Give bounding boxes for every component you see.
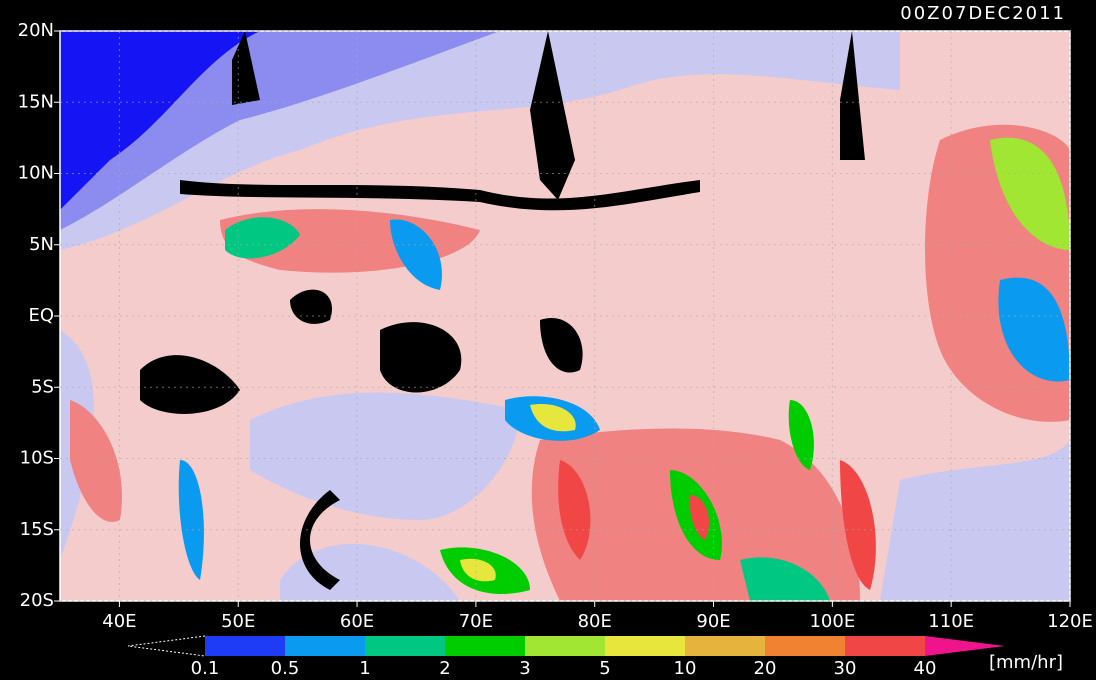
colorbar-label: 0.5 (271, 658, 300, 679)
x-tick-label: 50E (221, 611, 255, 632)
colorbar-label: 1 (359, 658, 370, 679)
colorbar-label: 10 (674, 658, 697, 679)
colorbar-bin (525, 636, 605, 656)
colorbar-label: 3 (519, 658, 530, 679)
colorbar-label: 2 (439, 658, 450, 679)
colorbar-over (925, 636, 1005, 656)
x-tick-label: 110E (928, 611, 974, 632)
x-tick-label: 100E (809, 611, 855, 632)
x-tick-label: 40E (102, 611, 136, 632)
colorbar-label: 0.1 (191, 658, 220, 679)
y-tick-label: 15S (20, 519, 54, 540)
map-title: 00Z07DEC2011 (900, 3, 1066, 24)
x-tick-label: 70E (459, 611, 493, 632)
y-tick-label: 20N (18, 20, 54, 41)
x-tick-label: 60E (340, 611, 374, 632)
colorbar-bin (365, 636, 445, 656)
y-tick-label: EQ (28, 305, 54, 326)
y-tick-label: 15N (18, 91, 54, 112)
colorbar-bin (205, 636, 285, 656)
colorbar-label: 5 (599, 658, 610, 679)
y-tick-label: 10S (20, 448, 54, 469)
y-tick-label: 20S (20, 590, 54, 611)
colorbar-label: 30 (834, 658, 857, 679)
colorbar-bin (765, 636, 845, 656)
colorbar-bin (285, 636, 365, 656)
colorbar-bin (605, 636, 685, 656)
y-tick-label: 10N (18, 163, 54, 184)
y-tick-label: 5N (29, 234, 54, 255)
colorbar-bin (685, 636, 765, 656)
colorbar-label: 20 (754, 658, 777, 679)
x-tick-label: 80E (578, 611, 612, 632)
colorbar-bin (845, 636, 925, 656)
colorbar-label: 40 (914, 658, 937, 679)
colorbar-unit: [mm/hr] (989, 652, 1063, 673)
x-tick-label: 120E (1047, 611, 1093, 632)
x-tick-label: 90E (696, 611, 730, 632)
colorbar-bin (445, 636, 525, 656)
y-tick-label: 5S (31, 376, 54, 397)
colorbar-under (127, 635, 206, 657)
